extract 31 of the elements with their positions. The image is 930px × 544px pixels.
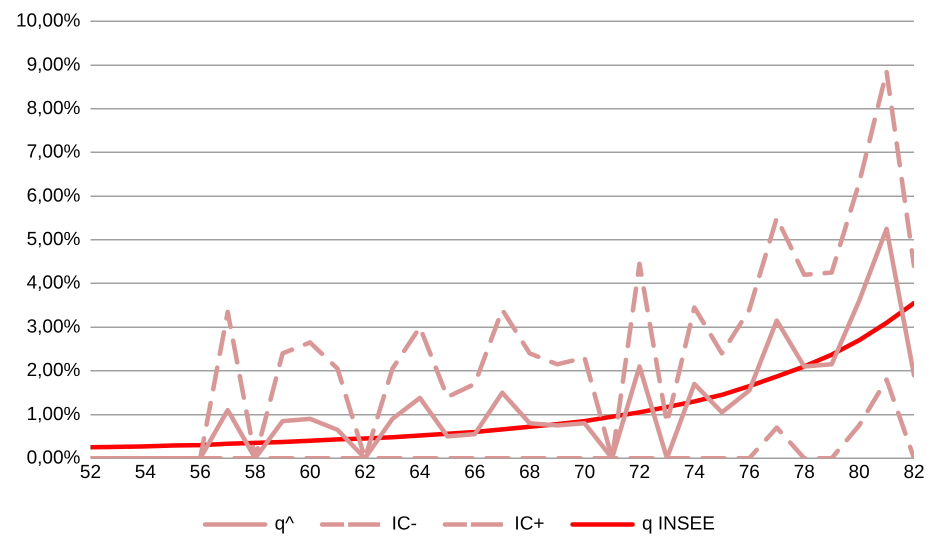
legend-label: IC+ <box>514 514 545 535</box>
x-tick-label: 76 <box>738 462 760 483</box>
y-tick-label: 5,00% <box>26 229 81 250</box>
legend-label: IC- <box>392 514 417 535</box>
y-tick-label: 1,00% <box>26 404 81 425</box>
y-tick-label: 2,00% <box>26 360 81 382</box>
x-tick-label: 62 <box>354 462 376 483</box>
y-tick-label: 4,00% <box>26 272 81 294</box>
y-tick-label: 3,00% <box>26 316 81 338</box>
legend-label: q INSEE <box>642 514 715 535</box>
y-tick-label: 10,00% <box>16 10 81 32</box>
x-tick-label: 78 <box>794 462 815 483</box>
x-tick-label: 66 <box>464 462 486 483</box>
x-tick-label: 64 <box>409 462 431 483</box>
x-tick-label: 80 <box>848 462 870 483</box>
x-tick-label: 74 <box>684 462 706 483</box>
x-tick-label: 60 <box>299 462 321 483</box>
x-tick-label: 56 <box>190 462 211 483</box>
x-tick-label: 72 <box>628 462 650 483</box>
x-tick-label: 68 <box>519 462 540 483</box>
y-tick-label: 8,00% <box>26 98 81 119</box>
x-tick-label: 82 <box>903 462 925 483</box>
x-tick-label: 70 <box>574 462 596 483</box>
y-tick-label: 6,00% <box>26 185 81 206</box>
y-tick-label: 0,00% <box>26 447 81 468</box>
x-tick-label: 58 <box>244 462 266 483</box>
y-tick-label: 7,00% <box>26 142 81 163</box>
x-tick-label: 54 <box>134 462 156 483</box>
x-tick-label: 52 <box>80 462 102 483</box>
y-tick-label: 9,00% <box>26 54 81 76</box>
legend-label: q^ <box>274 514 294 535</box>
